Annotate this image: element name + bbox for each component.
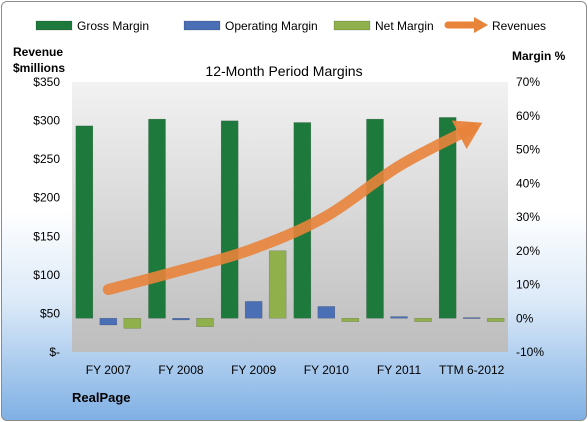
legend-swatch-arrowhead (474, 17, 488, 33)
left-tick-label: $250 (33, 152, 60, 166)
category-label: FY 2011 (377, 363, 422, 377)
net-margin-bar (196, 318, 214, 327)
category-label: FY 2007 (86, 363, 131, 377)
gross-margin-bar (75, 125, 94, 319)
left-tick-label: $50 (40, 306, 60, 320)
right-tick-label: -10% (516, 345, 544, 359)
operating-margin-bar (390, 316, 408, 319)
plot-area (72, 82, 508, 352)
category-label: TTM 6-2012 (439, 363, 505, 377)
legend-swatch (183, 20, 221, 31)
operating-margin-bar (317, 306, 336, 319)
net-margin-bar (486, 318, 505, 322)
revenues-arrowhead (451, 120, 483, 149)
left-tick-label: $- (49, 345, 60, 359)
category-label: FY 2010 (304, 363, 349, 377)
right-tick-label: 10% (516, 278, 540, 292)
left-axis-label-units: $millions (13, 61, 65, 75)
right-tick-label: 50% (516, 143, 540, 157)
operating-margin-bar (462, 317, 481, 319)
legend-label: Net Margin (375, 19, 434, 33)
net-margin-bar (268, 250, 287, 319)
left-tick-label: $100 (33, 268, 60, 282)
left-tick-label: $200 (33, 191, 60, 205)
right-tick-label: 40% (516, 176, 540, 190)
legend-swatch (333, 20, 371, 31)
left-tick-label: $150 (33, 229, 60, 243)
legend-label: Gross Margin (77, 19, 149, 33)
gross-margin-bar (366, 118, 384, 319)
operating-margin-bar (244, 301, 263, 319)
chart-title: 12-Month Period Margins (205, 63, 362, 79)
net-margin-bar (414, 318, 432, 322)
left-axis-label: Revenue (13, 45, 63, 59)
gross-margin-bar (148, 118, 166, 319)
operating-margin-bar (99, 318, 118, 326)
category-label: FY 2008 (158, 363, 203, 377)
left-tick-label: $300 (33, 114, 60, 128)
legend-swatch (35, 20, 73, 31)
company-label: RealPage (72, 390, 131, 405)
legend-label: Operating Margin (225, 19, 318, 33)
right-axis-label: Margin % (512, 49, 566, 63)
right-tick-label: 70% (516, 75, 540, 89)
legend: Gross Margin Operating Margin Net Margin Re… (35, 17, 546, 33)
operating-margin-bar (172, 318, 190, 321)
legend-label: Revenues (492, 19, 546, 33)
gross-margin-bar (220, 120, 239, 319)
right-tick-label: 30% (516, 210, 540, 224)
right-tick-label: 0% (516, 311, 534, 325)
gross-margin-bar (438, 117, 457, 319)
category-label: FY 2009 (231, 363, 276, 377)
right-tick-label: 20% (516, 244, 540, 258)
left-tick-label: $350 (33, 75, 60, 89)
revenues-line (102, 122, 478, 296)
net-margin-bar (123, 318, 142, 329)
net-margin-bar (341, 318, 360, 322)
right-tick-label: 60% (516, 109, 540, 123)
